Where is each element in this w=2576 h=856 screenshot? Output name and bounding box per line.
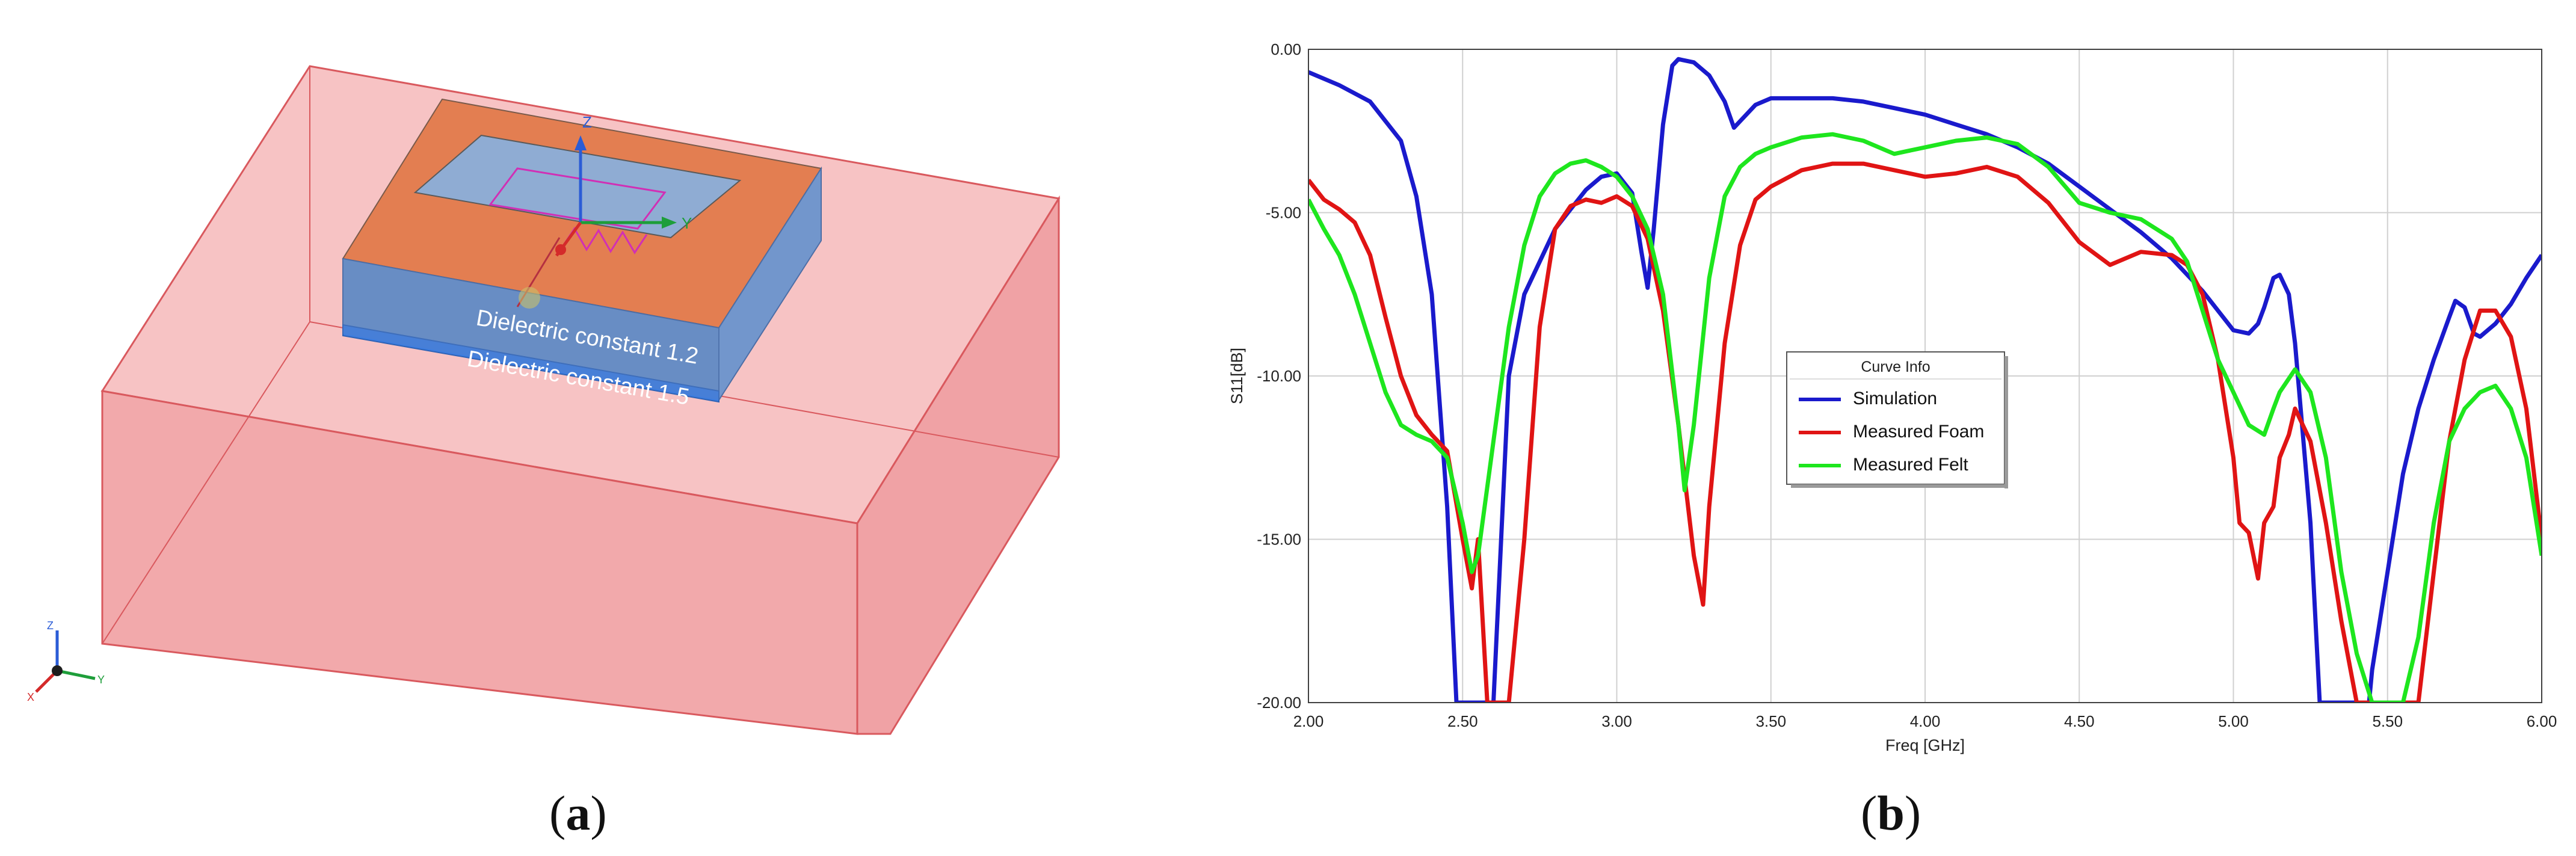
patch-outline <box>488 167 667 230</box>
y-tick-label: -20.00 <box>1257 694 1301 712</box>
triad-z-label: Z <box>47 620 54 632</box>
series-line-measured-felt <box>1308 132 2542 703</box>
caption-b: (b) <box>1861 786 1921 840</box>
y-axis-title: S11[dB] <box>1228 348 1246 404</box>
triad-x-label: X <box>27 691 34 703</box>
substrate-top-inner <box>413 134 742 239</box>
x-axis-title: Freq [GHz] <box>1885 736 1965 754</box>
y-tick-label: -15.00 <box>1257 531 1301 549</box>
air-box-hidden-edge <box>102 321 310 644</box>
x-tick-label: 3.50 <box>1755 712 1786 730</box>
antenna-3d-model: Z Y Dielectric constant 1.2 Dielectric c… <box>27 65 1061 735</box>
series-line-simulation <box>1308 57 2542 703</box>
z-axis-label: Z <box>582 113 592 131</box>
substrate-blue-slab <box>343 168 821 400</box>
substrate-side-face <box>718 166 822 402</box>
plot-frame <box>1308 49 2542 703</box>
x-tick-label: 2.50 <box>1447 712 1478 730</box>
x-tick-label: 4.50 <box>2064 712 2095 730</box>
caption-a: (a) <box>549 786 607 840</box>
legend-shadow <box>2004 356 2008 488</box>
air-box-side-face <box>856 195 1060 735</box>
x-tick-label: 5.00 <box>2218 712 2249 730</box>
legend-title: Curve Info <box>1861 359 1930 375</box>
meander-line <box>561 227 648 254</box>
panel-a-3d-model: Z Y Dielectric constant 1.2 Dielectric c… <box>0 0 1203 853</box>
panel-b-s11-chart: 2.00 2.50 3.00 3.50 4.00 4.50 5.00 5.50 6.00 0.00… <box>1203 0 2576 853</box>
x-tick-label: 5.50 <box>2372 712 2403 730</box>
origin-marker <box>555 244 566 255</box>
global-axis-triad: Z Y X <box>27 620 105 703</box>
x-tick-label: 3.00 <box>1601 712 1632 730</box>
y-tick-label: -10.00 <box>1257 367 1301 385</box>
legend-entry-label: Measured Felt <box>1853 455 1968 475</box>
y-tick-label: 0.00 <box>1271 40 1301 58</box>
z-axis-arrowhead <box>575 135 587 150</box>
port-marker <box>519 287 540 309</box>
substrate-lower-layer <box>342 324 719 403</box>
series-line-measured-foam <box>1308 161 2542 703</box>
legend-entry-label: Measured Foam <box>1853 422 1984 442</box>
x-tick-label: 2.00 <box>1293 712 1324 730</box>
x-tick-label: 4.00 <box>1910 712 1941 730</box>
s11-chart: 2.00 2.50 3.00 3.50 4.00 4.50 5.00 5.50 6.00 0.00… <box>1228 40 2557 754</box>
triad-y-label: Y <box>97 674 105 686</box>
legend-entry-label: Simulation <box>1853 389 1937 408</box>
legend-shadow <box>1791 484 2008 488</box>
legend-box <box>1786 351 2005 485</box>
y-tick-label: -5.00 <box>1266 204 1301 222</box>
y-axis-label: Y <box>682 214 692 232</box>
x-tick-label: 6.00 <box>2527 712 2557 730</box>
y-axis-arrowhead <box>662 217 677 229</box>
legend: Curve Info Simulation Measured Foam Measur… <box>1786 351 2008 488</box>
